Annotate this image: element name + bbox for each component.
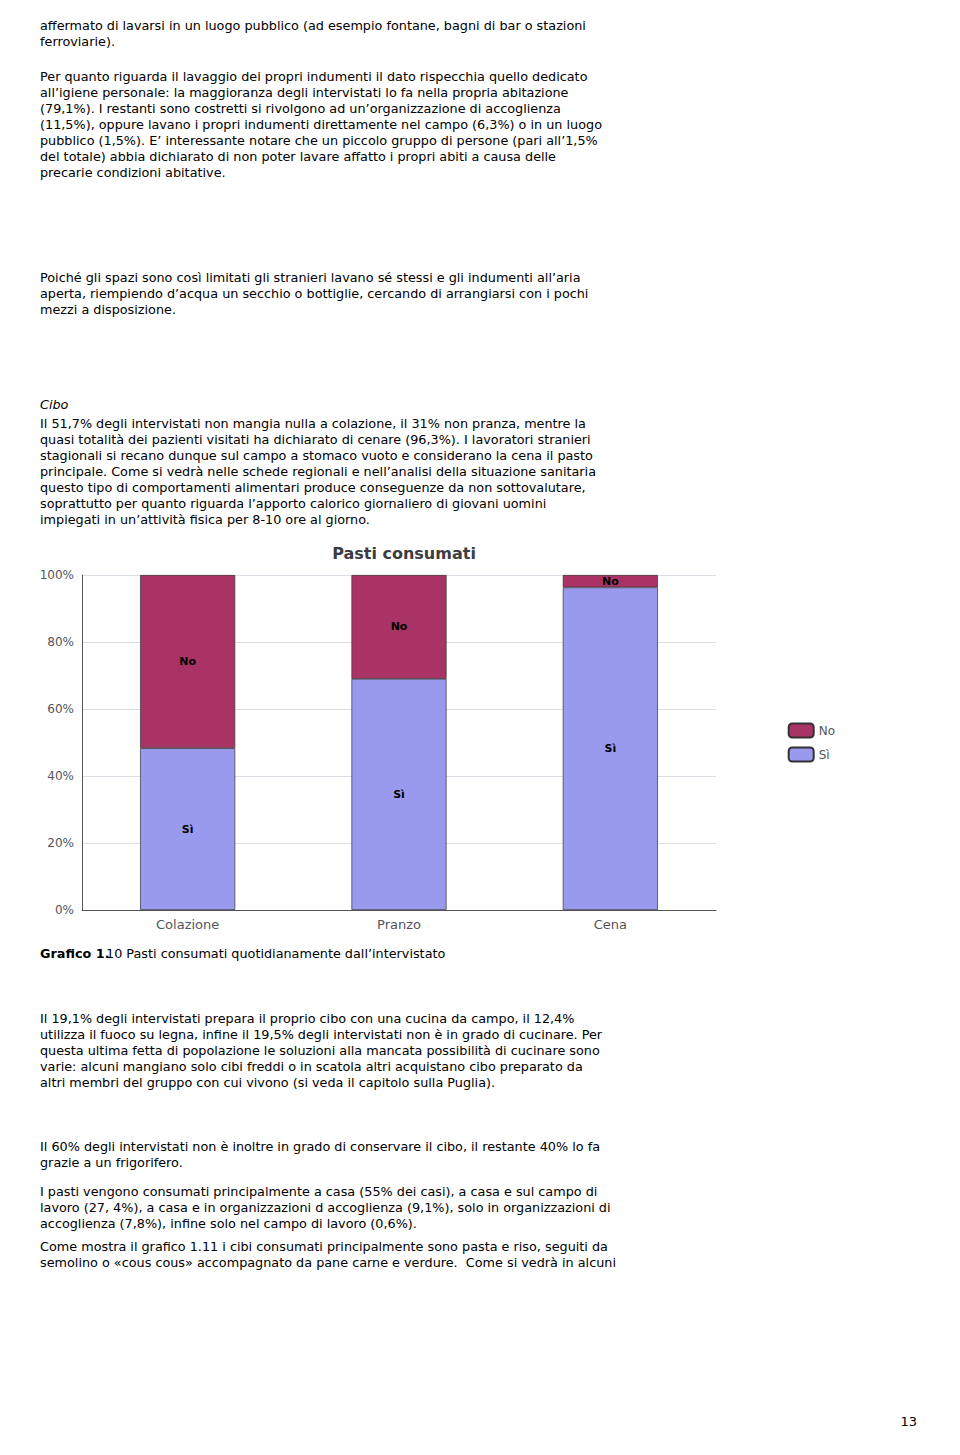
svg-text:soprattutto per quanto riguard: soprattutto per quanto riguarda l’apport…	[40, 496, 546, 511]
svg-text:No: No	[179, 655, 196, 668]
svg-text:(11,5%), oppure lavano i propr: (11,5%), oppure lavano i propri indument…	[40, 117, 602, 132]
svg-text:altri membri del gruppo con cu: altri membri del gruppo con cui vivono (…	[40, 1075, 495, 1090]
svg-text:Colazione: Colazione	[156, 917, 219, 932]
svg-text:precarie condizioni abitative.: precarie condizioni abitative.	[40, 165, 226, 180]
svg-text:questa ultima fetta di popolaz: questa ultima fetta di popolazione le so…	[40, 1043, 600, 1058]
svg-text:Come mostra il grafico 1.11 i: Come mostra il grafico 1.11 i cibi consu…	[40, 1239, 608, 1254]
svg-text:Cena: Cena	[594, 917, 627, 932]
svg-text:Il 60% degli intervistati non: Il 60% degli intervistati non è inoltre …	[40, 1139, 600, 1154]
svg-text:Il 19,1% degli intervistati pr: Il 19,1% degli intervistati prepara il p…	[40, 1011, 574, 1026]
svg-text:grazie a un frigorifero.: grazie a un frigorifero.	[40, 1155, 183, 1170]
svg-text:semolino o «cous cous» accompa: semolino o «cous cous» accompagnato da p…	[40, 1255, 616, 1270]
svg-text:pubblico (1,5%). E’ interessan: pubblico (1,5%). E’ interessante notare …	[40, 133, 598, 148]
svg-text:aperta, riempiendo d’acqua un: aperta, riempiendo d’acqua un secchio o …	[40, 286, 588, 301]
svg-text:impiegati in un’attività fisic: impiegati in un’attività fisica per 8-10…	[40, 512, 370, 527]
svg-text:10 Pasti consumati quotidianam: 10 Pasti consumati quotidianamente dall’…	[106, 946, 445, 961]
svg-text:Per quanto riguarda il lavaggi: Per quanto riguarda il lavaggio dei prop…	[40, 69, 588, 84]
svg-text:all’igiene personale: la maggi: all’igiene personale: la maggioranza deg…	[40, 85, 569, 100]
svg-text:utilizza il fuoco su legna, in: utilizza il fuoco su legna, infine il 19…	[40, 1027, 603, 1042]
svg-text:Grafico 1.: Grafico 1.	[40, 946, 110, 961]
svg-text:mezzi a disposizione.: mezzi a disposizione.	[40, 302, 176, 317]
svg-text:No: No	[602, 575, 619, 588]
svg-text:del totale) abbia dichiarato d: del totale) abbia dichiarato di non pote…	[40, 149, 556, 164]
svg-text:100%: 100%	[40, 568, 74, 582]
svg-text:quasi totalità dei pazienti vi: quasi totalità dei pazienti visitati ha …	[40, 432, 591, 447]
svg-text:40%: 40%	[47, 769, 74, 783]
svg-text:Sì: Sì	[393, 788, 405, 801]
svg-text:affermato di lavarsi in un luo: affermato di lavarsi in un luogo pubblic…	[40, 18, 586, 33]
svg-text:Poiché gli spazi sono così lim: Poiché gli spazi sono così limitati gli …	[40, 270, 581, 285]
svg-text:(79,1%). I restanti sono costr: (79,1%). I restanti sono costretti si ri…	[40, 101, 561, 116]
svg-text:stagionali si recano dunque su: stagionali si recano dunque sul campo a …	[40, 448, 593, 463]
svg-text:questo tipo di comportamenti a: questo tipo di comportamenti alimentari …	[40, 480, 586, 495]
svg-text:60%: 60%	[47, 702, 74, 716]
svg-text:Pranzo: Pranzo	[377, 917, 421, 932]
svg-text:80%: 80%	[47, 635, 74, 649]
svg-text:Il 51,7% degli intervistati no: Il 51,7% degli intervistati non mangia n…	[40, 416, 586, 431]
svg-text:accoglienza (7,8%), infine sol: accoglienza (7,8%), infine solo nel camp…	[40, 1216, 417, 1231]
svg-text:13: 13	[900, 1414, 917, 1429]
svg-text:Sì: Sì	[819, 748, 830, 762]
svg-text:0%: 0%	[55, 903, 74, 917]
svg-text:principale. Come si vedrà nell: principale. Come si vedrà nelle schede r…	[40, 464, 596, 479]
svg-text:Sì: Sì	[604, 742, 616, 755]
svg-text:No: No	[819, 724, 835, 738]
svg-text:20%: 20%	[47, 836, 74, 850]
svg-text:No: No	[391, 620, 408, 633]
svg-text:I pasti vengono consumati prin: I pasti vengono consumati principalmente…	[40, 1184, 597, 1199]
svg-text:lavoro (27, 4%), a casa e in o: lavoro (27, 4%), a casa e in organizzazi…	[40, 1200, 611, 1215]
svg-text:Sì: Sì	[182, 823, 194, 836]
svg-text:ferroviarie).: ferroviarie).	[40, 34, 115, 49]
svg-text:Pasti consumati: Pasti consumati	[332, 544, 476, 563]
svg-text:Cibo: Cibo	[40, 397, 69, 412]
svg-text:varie: alcuni mangiano solo ci: varie: alcuni mangiano solo cibi freddi …	[40, 1059, 583, 1074]
